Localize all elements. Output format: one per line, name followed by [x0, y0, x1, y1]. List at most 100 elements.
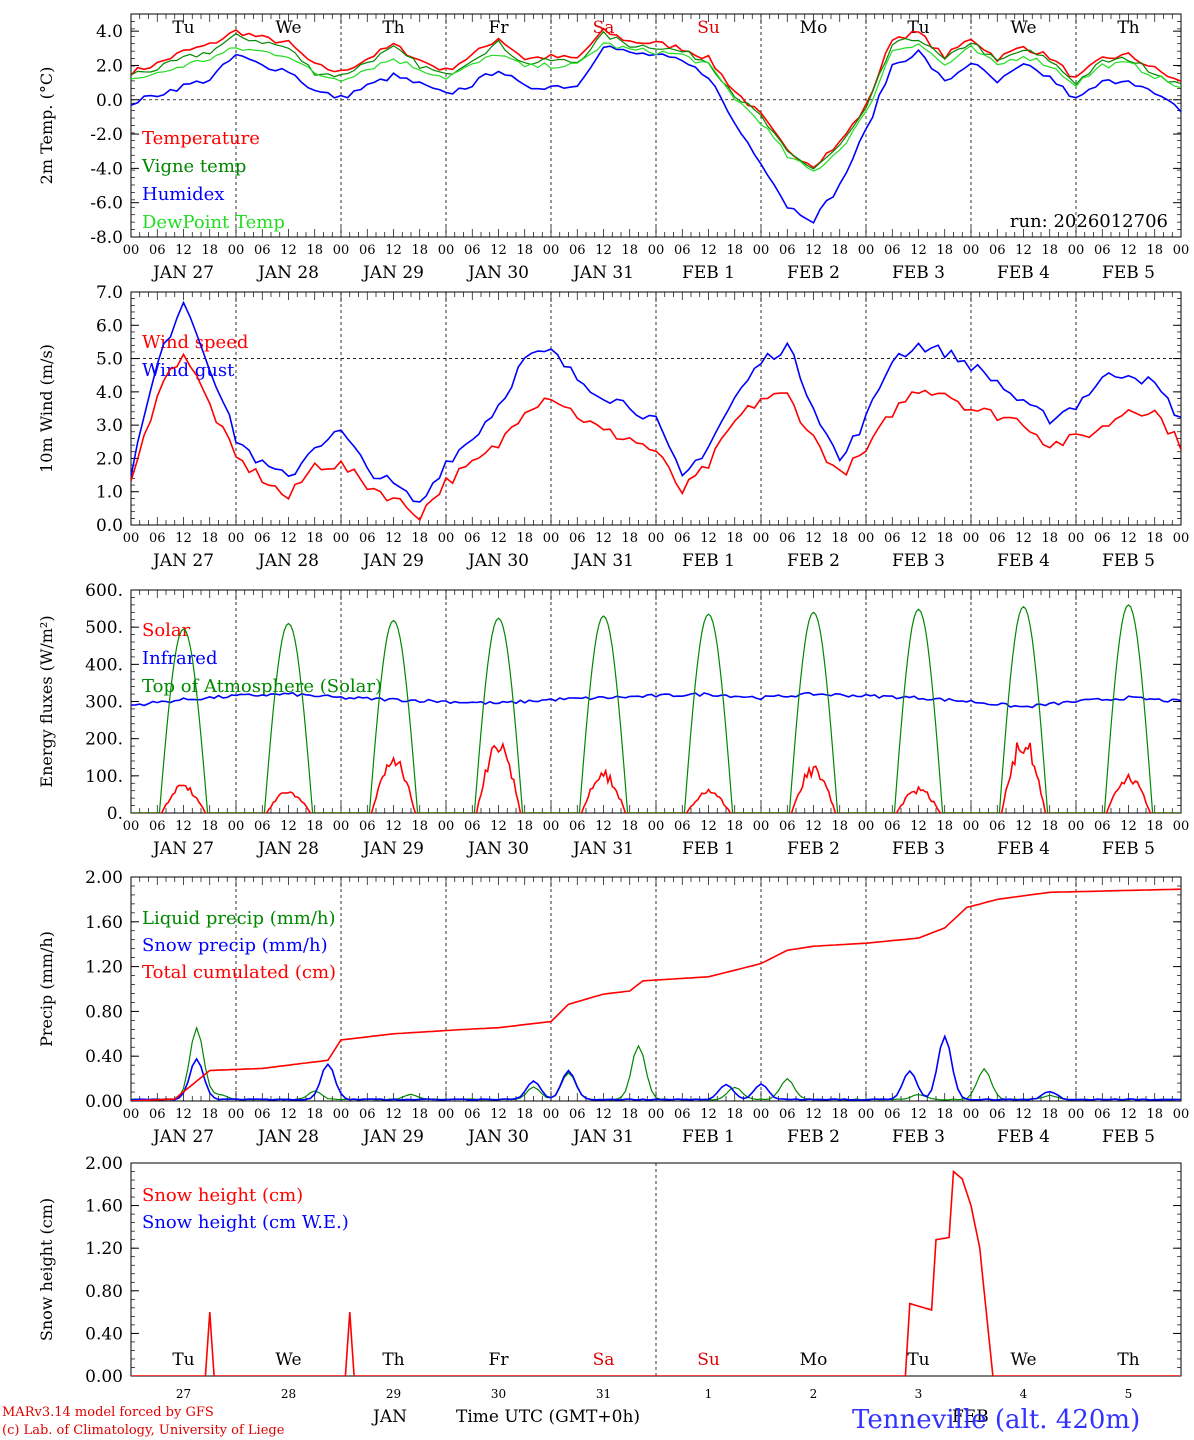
- hour-label: 00: [753, 1107, 770, 1122]
- hour-label: 06: [884, 819, 901, 834]
- y-tick-label: 1.20: [85, 1239, 123, 1259]
- hour-label: 12: [595, 1107, 612, 1122]
- weekday-label: Su: [697, 18, 720, 38]
- hour-label: 06: [674, 531, 691, 546]
- hour-label: 06: [254, 1107, 271, 1122]
- legend-entry: Wind speed: [142, 332, 248, 353]
- y-tick-label: 1.60: [85, 1197, 123, 1217]
- hour-label: 00: [1173, 243, 1190, 258]
- y-tick-label: 4.0: [96, 383, 123, 403]
- hour-label: 12: [385, 819, 402, 834]
- date-label: FEB 4: [997, 839, 1050, 859]
- hour-label: 12: [280, 819, 297, 834]
- series-line-solar: [131, 741, 1181, 813]
- date-label: JAN 30: [466, 839, 529, 859]
- hour-label: 18: [936, 243, 953, 258]
- series-line-vigne-temp: [131, 30, 1181, 170]
- hour-label: 06: [884, 243, 901, 258]
- series-line-top-of-atmosphere-solar-: [131, 604, 1181, 813]
- date-label: FEB 5: [1102, 1127, 1155, 1147]
- hour-label: 06: [674, 819, 691, 834]
- y-tick-label: 2.0: [96, 449, 123, 469]
- hour-label: 12: [280, 243, 297, 258]
- weekday-label: We: [1010, 18, 1036, 38]
- hour-label: 00: [963, 1107, 980, 1122]
- hour-label: 06: [1094, 1107, 1111, 1122]
- hour-label: 18: [516, 1107, 533, 1122]
- hour-label: 12: [805, 243, 822, 258]
- hour-label: 18: [306, 819, 323, 834]
- hour-label: 12: [805, 1107, 822, 1122]
- legend-entry: Temperature: [142, 128, 260, 149]
- hour-label: 12: [910, 1107, 927, 1122]
- hour-label: 18: [306, 1107, 323, 1122]
- y-tick-label: 0.40: [85, 1324, 123, 1344]
- y-axis-label: 2m Temp. (°C): [37, 67, 56, 185]
- hour-label: 00: [648, 819, 665, 834]
- hour-label: 00: [333, 819, 350, 834]
- footer: MARv3.14 model forced by GFS (c) Lab. of…: [2, 1405, 1140, 1438]
- hour-label: 12: [595, 531, 612, 546]
- hour-label: 18: [516, 531, 533, 546]
- date-label: FEB 3: [892, 551, 945, 571]
- hour-label: 06: [359, 819, 376, 834]
- date-label: JAN 28: [256, 839, 319, 859]
- hour-label: 18: [726, 531, 743, 546]
- hour-label: 12: [175, 1107, 192, 1122]
- weekday-label: We: [1010, 1350, 1036, 1370]
- hour-label: 18: [621, 243, 638, 258]
- y-tick-label: 1.20: [85, 958, 123, 978]
- date-label: FEB 1: [682, 551, 735, 571]
- hour-label: 12: [490, 531, 507, 546]
- legend-entry: Total cumulated (cm): [142, 962, 336, 983]
- date-label: JAN 31: [571, 839, 634, 859]
- date-label: JAN 28: [256, 1127, 319, 1147]
- hour-label: 00: [963, 531, 980, 546]
- date-label: JAN 27: [151, 839, 214, 859]
- hour-label: 00: [858, 243, 875, 258]
- weekday-label: Th: [382, 1350, 404, 1370]
- hour-label: 12: [1015, 243, 1032, 258]
- hour-label: 18: [1146, 819, 1163, 834]
- hour-label: 12: [1120, 531, 1137, 546]
- hour-label: 06: [569, 243, 586, 258]
- hour-label: 18: [306, 531, 323, 546]
- date-label: JAN 27: [151, 1127, 214, 1147]
- legend-entry: Solar: [142, 620, 191, 641]
- date-label: JAN 30: [466, 263, 529, 283]
- weekday-label: Fr: [489, 18, 510, 38]
- hour-label: 00: [123, 243, 140, 258]
- hour-label: 00: [438, 243, 455, 258]
- date-label: JAN 28: [256, 551, 319, 571]
- date-label: JAN 31: [571, 263, 634, 283]
- lab-credit: (c) Lab. of Climatology, University of L…: [2, 1423, 285, 1438]
- date-label: FEB 2: [787, 551, 840, 571]
- y-axis-label: Precip (mm/h): [37, 931, 56, 1047]
- series-line-infrared: [131, 691, 1181, 709]
- y-tick-label: 0.00: [85, 1367, 123, 1387]
- date-label: JAN 29: [361, 839, 424, 859]
- series-line-wind-gust: [131, 300, 1181, 503]
- date-label: FEB 3: [892, 839, 945, 859]
- hour-label: 18: [621, 531, 638, 546]
- hour-label: 00: [858, 1107, 875, 1122]
- legend-entry: Snow height (cm W.E.): [142, 1212, 349, 1233]
- hour-label: 00: [648, 1107, 665, 1122]
- hour-label: 06: [674, 1107, 691, 1122]
- hour-label: 12: [385, 243, 402, 258]
- day-number: 29: [386, 1387, 401, 1401]
- date-label: FEB 2: [787, 839, 840, 859]
- hour-label: 12: [280, 1107, 297, 1122]
- weekday-label: Th: [1117, 1350, 1139, 1370]
- y-tick-label: 100.: [85, 767, 123, 787]
- hour-label: 18: [1041, 819, 1058, 834]
- hour-label: 00: [648, 531, 665, 546]
- series-line-temperature: [131, 27, 1181, 169]
- legend-entry: Infrared: [142, 648, 217, 669]
- hour-label: 00: [123, 531, 140, 546]
- hour-label: 18: [831, 243, 848, 258]
- y-axis-label: Energy fluxes (W/m²): [37, 615, 56, 787]
- hour-label: 18: [726, 1107, 743, 1122]
- panel-5: 2.00 1.60 1.20 0.80 0.40 0.00 Snow height (cm)…: [37, 1154, 1182, 1401]
- hour-label: 06: [989, 243, 1006, 258]
